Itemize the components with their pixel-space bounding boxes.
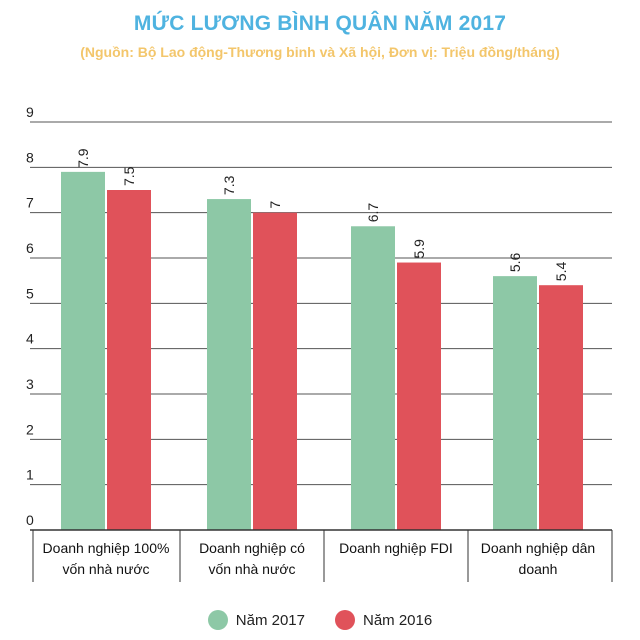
data-label-năm-2016-1: 7	[267, 201, 283, 209]
bar-năm-2016-3	[539, 285, 583, 530]
data-label-năm-2017-2: 6.7	[365, 203, 381, 223]
data-label-năm-2017-0: 7.9	[75, 148, 91, 168]
legend-item-2016: Năm 2016	[335, 610, 432, 630]
y-tick-label-4: 4	[26, 331, 34, 347]
legend-swatch-2017	[207, 610, 228, 630]
x-tick-label-0-0: Doanh nghiệp 100%	[43, 540, 170, 556]
chart-title: MỨC LƯƠNG BÌNH QUÂN NĂM 2017	[133, 12, 507, 35]
data-label-năm-2016-3: 5.4	[553, 262, 569, 282]
x-tick-label-3-0: Doanh nghiệp dân	[481, 540, 595, 556]
y-tick-label-9: 9	[26, 104, 34, 120]
bar-năm-2016-2	[397, 262, 441, 530]
y-tick-label-3: 3	[26, 376, 34, 392]
x-tick-label-1-1: vốn nhà nước	[208, 561, 295, 577]
bar-năm-2016-0	[107, 190, 151, 530]
bar-năm-2017-3	[493, 276, 537, 530]
bar-năm-2017-0	[61, 171, 105, 530]
y-tick-label-2: 2	[26, 421, 34, 437]
legend-swatch-2016	[335, 610, 355, 630]
data-label-năm-2017-1: 7.3	[221, 175, 237, 195]
x-tick-label-0-1: vốn nhà nước	[62, 561, 149, 577]
y-tick-label-0: 0	[26, 512, 34, 528]
bar-năm-2017-1	[207, 199, 251, 531]
x-tick-label-1-0: Doanh nghiệp có	[199, 540, 305, 556]
bar-năm-2016-1	[253, 212, 297, 530]
y-tick-label-1: 1	[26, 467, 34, 483]
data-label-năm-2017-3: 5.6	[507, 252, 523, 272]
legend: Năm 2017 Năm 2016	[0, 610, 640, 630]
data-label-năm-2016-0: 7.5	[121, 166, 137, 186]
y-tick-label-7: 7	[26, 195, 34, 211]
x-tick-label-2-0: Doanh nghiệp FDI	[339, 540, 453, 556]
data-label-năm-2016-2: 5.9	[411, 239, 427, 259]
bar-năm-2017-2	[351, 226, 395, 530]
chart-subtitle: (Nguồn: Bộ Lao động-Thương binh và Xã hộ…	[80, 44, 560, 60]
y-tick-label-6: 6	[26, 240, 34, 256]
y-tick-label-8: 8	[26, 149, 34, 165]
x-tick-label-3-1: doanh	[519, 561, 558, 577]
y-tick-label-5: 5	[26, 285, 34, 301]
legend-label-2017: Năm 2017	[235, 611, 305, 629]
legend-label-2016: Năm 2016	[363, 611, 433, 629]
legend-item-2017: Năm 2017	[207, 610, 305, 630]
